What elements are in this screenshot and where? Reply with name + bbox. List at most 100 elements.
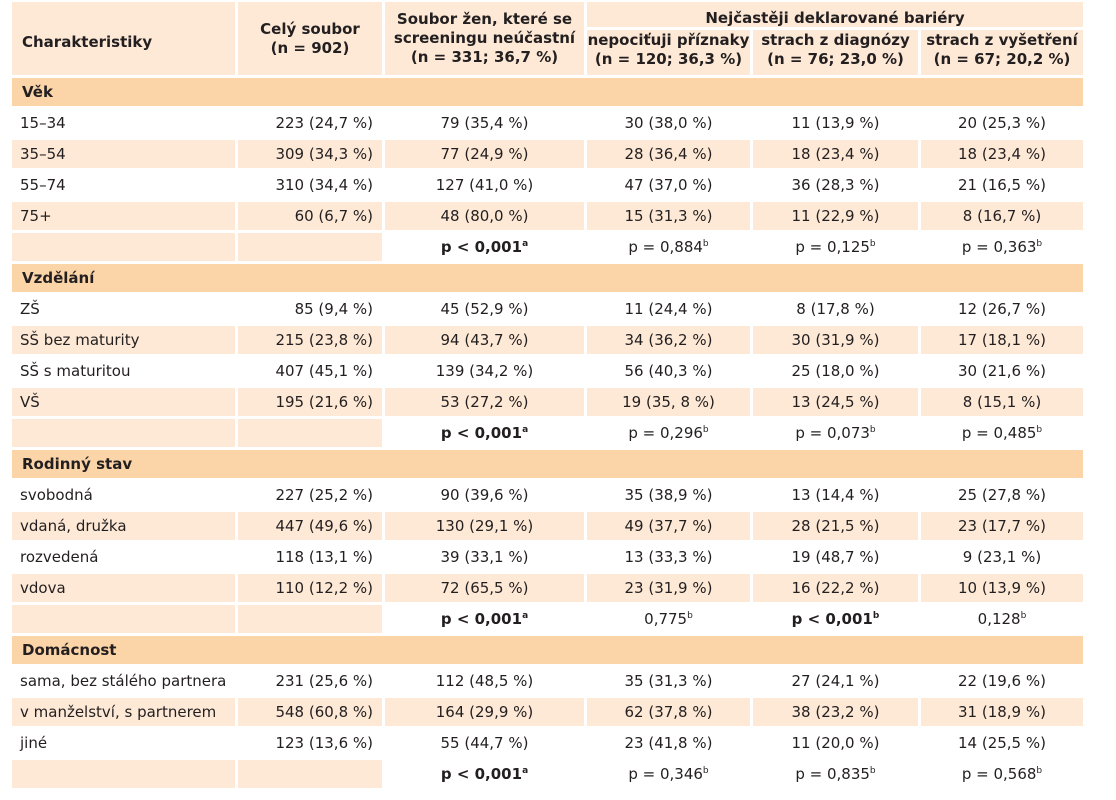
table-body: Věk 15–34 223 (24,7 %) 79 (35,4 %) 30 (38,0 … [12,78,1083,788]
table-cell: 25 (27,8 %) [921,481,1083,509]
table-row: svobodná 227 (25,2 %) 90 (39,6 %) 35 (38,9 … [12,481,1083,509]
p-value-text: p < 0,001 [440,238,523,256]
table-cell: 130 (29,1 %) [385,512,584,540]
table-cell: 23 (17,7 %) [921,512,1083,540]
table-cell: 12 (26,7 %) [921,295,1083,323]
p-value-text: p < 0,001 [440,424,523,442]
table-cell: 13 (24,5 %) [753,388,918,416]
p-value-text: p = 0,835 [795,765,870,783]
table-cell: 28 (36,4 %) [587,140,750,168]
empty-cell [238,605,382,633]
p-value-footnote: b [702,425,709,435]
header-nonpart-n: (n = 331; 36,7 %) [410,48,559,66]
p-value-text: p = 0,125 [795,238,870,256]
section-title: Rodinný stav [12,450,1083,478]
row-label: SŠ s maturitou [12,357,235,385]
p-value-footnote: b [872,611,880,621]
table-cell: 231 (25,6 %) [238,667,382,695]
p-value-text: p = 0,346 [628,765,703,783]
table-cell: 27 (24,1 %) [753,667,918,695]
table-row: vdova 110 (12,2 %) 72 (65,5 %) 23 (31,9 %) 1… [12,574,1083,602]
table-cell: 11 (13,9 %) [753,109,918,137]
table-cell: 23 (41,8 %) [587,729,750,757]
table-cell: 11 (22,9 %) [753,202,918,230]
table-cell: 110 (12,2 %) [238,574,382,602]
table-cell: 407 (45,1 %) [238,357,382,385]
table-cell: 49 (37,7 %) [587,512,750,540]
table-cell: 15 (31,3 %) [587,202,750,230]
table-cell: 8 (16,7 %) [921,202,1083,230]
p-value-cell: p = 0,835b [753,760,918,788]
table-cell: 36 (28,3 %) [753,171,918,199]
p-value-footnote: b [1020,611,1027,621]
table-cell: 16 (22,2 %) [753,574,918,602]
header-b3-n: (n = 67; 20,2 %) [933,50,1071,69]
row-label: v manželství, s partnerem [12,698,235,726]
section-header-row: Rodinný stav [12,450,1083,478]
table-cell: 53 (27,2 %) [385,388,584,416]
table-cell: 45 (52,9 %) [385,295,584,323]
table-cell: 94 (43,7 %) [385,326,584,354]
table-row: SŠ bez maturity 215 (23,8 %) 94 (43,7 %) 34… [12,326,1083,354]
table-row: 15–34 223 (24,7 %) 79 (35,4 %) 30 (38,0 %) 1… [12,109,1083,137]
header-b3-label: strach z vyšetření [926,31,1078,50]
table-cell: 310 (34,4 %) [238,171,382,199]
row-label: 35–54 [12,140,235,168]
table-cell: 77 (24,9 %) [385,140,584,168]
table-cell: 21 (16,5 %) [921,171,1083,199]
table-cell: 127 (41,0 %) [385,171,584,199]
header-b2-n: (n = 76; 23,0 %) [767,50,904,69]
table-row: vdaná, družka 447 (49,6 %) 130 (29,1 %) 49 … [12,512,1083,540]
p-value-text: p < 0,001 [440,765,523,783]
p-value-footnote: b [687,611,693,621]
p-value-text: p = 0,363 [961,238,1037,256]
table-cell: 55 (44,7 %) [385,729,584,757]
characteristics-table: Charakteristiky Celý soubor (n = 902) So… [9,0,1086,791]
p-value-text: p = 0,073 [795,424,870,442]
p-value-cell: p = 0,125b [753,233,918,261]
header-b2-label: strach z diagnózy [761,31,910,50]
p-value-footnote: a [522,239,529,249]
header-nonparticipants: Soubor žen, které se screeningu neúčastn… [385,2,584,75]
p-value-cell: p < 0,001a [385,605,584,633]
header-b1-label: nepociťuji příznaky [587,31,750,50]
header-whole-n: (n = 902) [270,38,350,57]
p-value-row: p < 0,001a p = 0,346 b p = 0,835b p = 0,568b [12,760,1083,788]
p-value-row: p < 0,001a p = 0,884b p = 0,125b p = 0,363b [12,233,1083,261]
table-cell: 72 (65,5 %) [385,574,584,602]
p-value-text: p = 0,568 [961,765,1037,783]
empty-cell [12,233,235,261]
p-value-row: p < 0,001a 0,775b p < 0,001b 0,128b [12,605,1083,633]
table-cell: 48 (80,0 %) [385,202,584,230]
empty-cell [238,419,382,447]
table-cell: 85 (9,4 %) [238,295,382,323]
p-value-cell: 0,775b [587,605,750,633]
row-label: SŠ bez maturity [12,326,235,354]
section-title: Vzdělání [12,264,1083,292]
table-cell: 31 (18,9 %) [921,698,1083,726]
header-nonpart-label: Soubor žen, které se screeningu neúčastn… [393,10,576,47]
p-value-row: p < 0,001a p = 0,296b p = 0,073b p = 0,485b [12,419,1083,447]
table-row: 75+ 60 (6,7 %) 48 (80,0 %) 15 (31,3 %) 11 (2… [12,202,1083,230]
header-characteristics: Charakteristiky [12,2,235,75]
table-row: sama, bez stálého partnera 231 (25,6 %) 11… [12,667,1083,695]
row-label: svobodná [12,481,235,509]
table-cell: 22 (19,6 %) [921,667,1083,695]
row-label: jiné [12,729,235,757]
p-value-cell: p = 0,568b [921,760,1083,788]
table-row: rozvedená 118 (13,1 %) 39 (33,1 %) 13 (33,3… [12,543,1083,571]
p-value-footnote: b [869,766,876,776]
row-label: rozvedená [12,543,235,571]
table-cell: 17 (18,1 %) [921,326,1083,354]
p-value-cell: p < 0,001a [385,760,584,788]
section-header-row: Vzdělání [12,264,1083,292]
table-cell: 19 (48,7 %) [753,543,918,571]
table-cell: 38 (23,2 %) [753,698,918,726]
table-cell: 309 (34,3 %) [238,140,382,168]
table-cell: 39 (33,1 %) [385,543,584,571]
p-value-text: p = 0,485 [961,424,1037,442]
table-cell: 118 (13,1 %) [238,543,382,571]
p-value-footnote: a [522,766,529,776]
header-whole-sample: Celý soubor (n = 902) [238,2,382,75]
p-value-cell: p < 0,001a [385,233,584,261]
